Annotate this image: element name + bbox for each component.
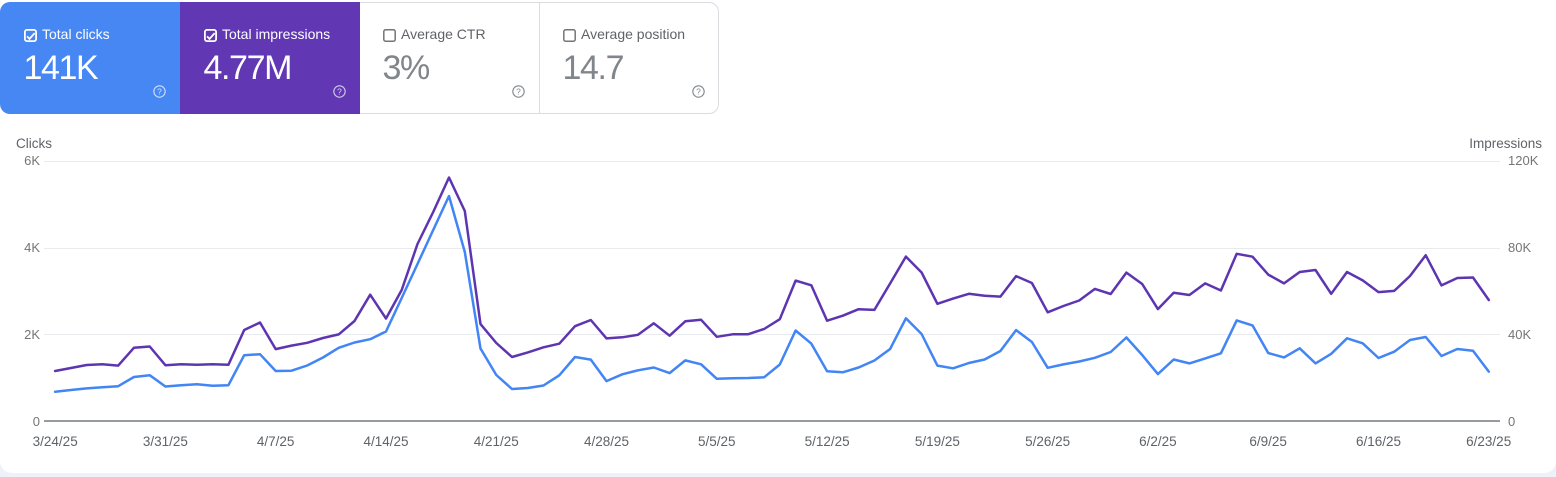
svg-text:?: ? (516, 87, 521, 97)
svg-text:?: ? (337, 87, 342, 97)
svg-text:?: ? (696, 87, 701, 97)
svg-text:?: ? (157, 87, 162, 97)
